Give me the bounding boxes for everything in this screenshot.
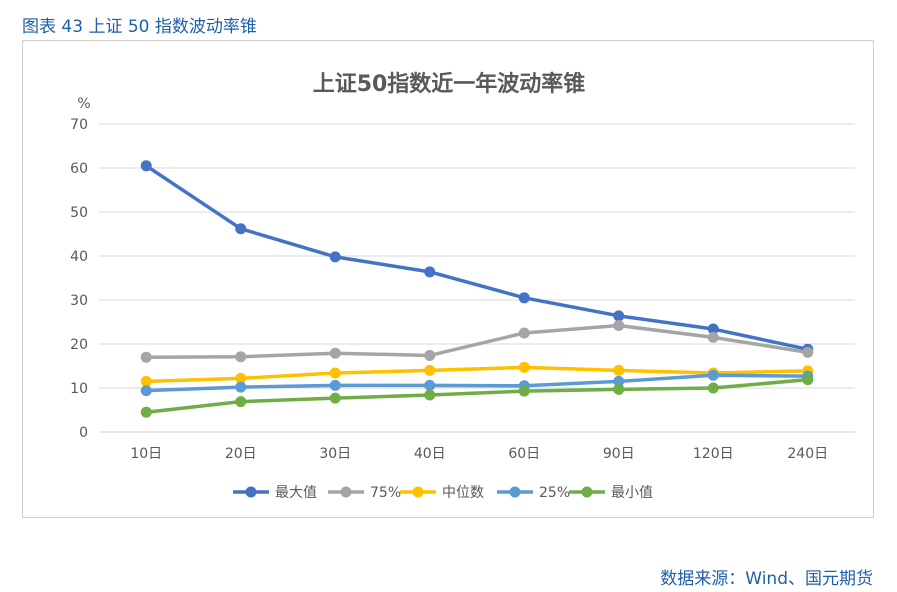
data-point [707,331,719,343]
chart-title: 上证50指数近一年波动率锥 [313,71,586,97]
y-tick-label: 10 [70,381,88,397]
data-point [613,320,625,332]
legend-label: 最大值 [275,485,317,501]
series-line [144,373,810,393]
data-point [140,385,152,397]
series-layer [140,160,814,418]
series-line [144,365,810,384]
x-tick-label: 60日 [508,446,540,462]
data-point [424,266,436,278]
legend-label: 75% [370,485,401,501]
legend: 最大值 75% 中位数 25% 最小值 [233,485,653,501]
data-point [329,392,341,404]
y-axis-unit: % [77,96,90,112]
data-point [329,347,341,359]
data-point [707,323,719,335]
data-point [518,327,530,339]
chart-frame: 上证50指数近一年波动率锥 % 0 10 20 30 40 50 60 70 10日 20日 30… [22,40,874,518]
data-point [140,375,152,387]
legend-swatch-marker [581,486,593,498]
data-point [235,223,247,235]
data-point [802,346,814,358]
x-tick-label: 30日 [319,446,351,462]
data-point [235,372,247,384]
x-tick-label: 90日 [603,446,635,462]
data-point [518,292,530,304]
legend-swatch-marker [245,486,257,498]
y-tick-label: 70 [70,117,88,133]
legend-label: 最小值 [611,485,653,501]
series-line [144,377,810,414]
y-tick-label: 50 [70,205,88,221]
data-point [802,374,814,386]
data-point [329,379,341,391]
x-tick-label: 240日 [787,446,828,462]
data-point [424,379,436,391]
data-source: 数据来源：Wind、国元期货 [660,569,873,589]
data-point [518,361,530,373]
y-axis-ticks: 0 10 20 30 40 50 60 70 [70,117,88,441]
figure-caption: 图表 43 上证 50 指数波动率锥 [22,17,257,37]
legend-swatch-marker [340,486,352,498]
data-point [424,349,436,361]
series-line [144,164,810,352]
x-tick-label: 120日 [693,446,734,462]
data-point [235,396,247,408]
series-line [144,323,810,359]
x-tick-label: 20日 [225,446,257,462]
legend-swatch-marker [509,486,521,498]
data-point [613,364,625,376]
data-point [329,367,341,379]
data-point [329,251,341,263]
data-point [140,406,152,418]
y-tick-label: 40 [70,249,88,265]
data-point [140,351,152,363]
data-point [613,310,625,322]
data-point [235,351,247,363]
data-point [235,381,247,393]
data-point [707,382,719,394]
data-point [613,383,625,395]
data-point [424,389,436,401]
y-tick-label: 20 [70,337,88,353]
data-point [707,369,719,381]
x-tick-label: 40日 [414,446,446,462]
x-tick-label: 10日 [130,446,162,462]
volatility-cone-chart: 上证50指数近一年波动率锥 % 0 10 20 30 40 50 60 70 10日 20日 30… [70,71,855,501]
legend-label: 中位数 [442,485,484,501]
data-point [140,160,152,172]
y-tick-label: 60 [70,161,88,177]
data-point [424,364,436,376]
x-axis-ticks: 10日 20日 30日 40日 60日 90日 120日 240日 [130,446,828,462]
y-tick-label: 30 [70,293,88,309]
legend-swatch-marker [412,486,424,498]
legend-label: 25% [539,485,570,501]
y-tick-label: 0 [79,425,88,441]
data-point [518,385,530,397]
data-point [613,375,625,387]
